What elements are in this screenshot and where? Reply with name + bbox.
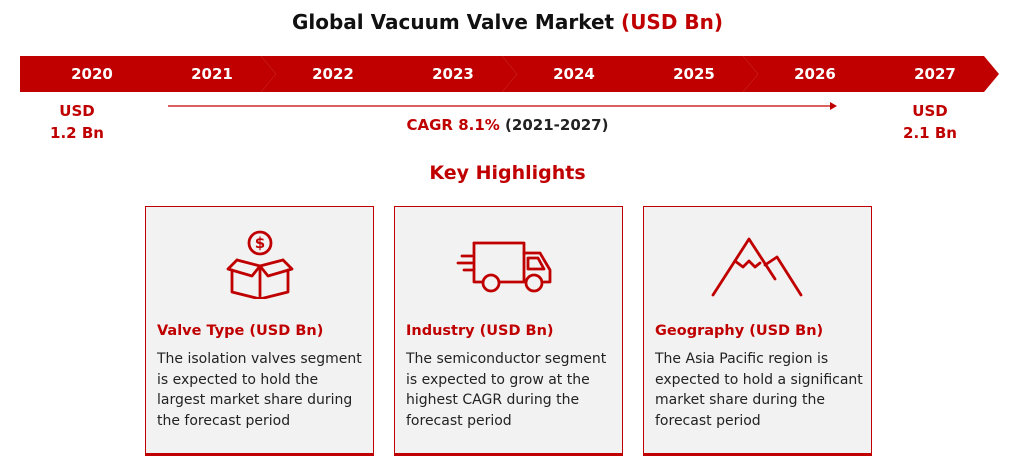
year-label: 2026 — [794, 65, 836, 83]
cagr-period: (2021-2027) — [505, 116, 609, 134]
cagr-text: CAGR 8.1% (2021-2027) — [0, 116, 1015, 134]
year-chevron: 2020 — [20, 56, 156, 92]
key-highlights-heading: Key Highlights — [429, 162, 586, 184]
mountains-icon — [644, 229, 871, 301]
year-label: 2020 — [71, 65, 113, 83]
delivery-truck-icon — [395, 229, 622, 301]
year-label: 2023 — [432, 65, 474, 83]
page-title: Global Vacuum Valve Market (USD Bn) — [0, 10, 1015, 34]
year-label: 2021 — [191, 65, 233, 83]
money-box-icon: $ — [146, 229, 373, 301]
start-value-line1: USD — [59, 102, 95, 120]
year-chevron: 2025 — [622, 56, 758, 92]
highlight-card-geography: Geography (USD Bn) The Asia Pacific regi… — [643, 206, 872, 456]
year-timeline: 2020 2021 2022 2023 2024 2025 2026 2027 — [20, 56, 1000, 92]
year-chevron: 2027 — [863, 56, 999, 92]
title-main: Global Vacuum Valve Market — [291, 10, 615, 34]
year-chevron: 2024 — [502, 56, 638, 92]
cagr-label: CAGR 8.1% — [406, 116, 500, 134]
year-label: 2024 — [553, 65, 595, 83]
highlight-card-valve-type: $ Valve Type (USD Bn) The isolation valv… — [145, 206, 374, 456]
card-title: Valve Type (USD Bn) — [157, 323, 324, 339]
year-chevron: 2022 — [261, 56, 397, 92]
card-title: Industry (USD Bn) — [406, 323, 554, 339]
year-chevron: 2021 — [140, 56, 276, 92]
highlight-card-industry: Industry (USD Bn) The semiconductor segm… — [394, 206, 623, 456]
card-description: The isolation valves segment is expected… — [157, 351, 362, 429]
card-description: The Asia Pacific region is expected to h… — [655, 351, 863, 429]
year-chevron: 2026 — [743, 56, 879, 92]
svg-text:$: $ — [254, 234, 264, 252]
end-value-line1: USD — [912, 102, 948, 120]
end-value: USD 2.1 Bn — [880, 100, 980, 144]
end-value-line2: 2.1 Bn — [903, 124, 957, 142]
year-label: 2027 — [914, 65, 956, 83]
card-description: The semiconductor segment is expected to… — [406, 351, 607, 429]
year-label: 2022 — [312, 65, 354, 83]
card-title: Geography (USD Bn) — [655, 323, 824, 339]
start-value-line2: 1.2 Bn — [50, 124, 104, 142]
title-unit: (USD Bn) — [621, 10, 724, 34]
year-chevron: 2023 — [381, 56, 517, 92]
growth-arrow — [168, 102, 837, 110]
year-label: 2025 — [673, 65, 715, 83]
start-value: USD 1.2 Bn — [27, 100, 127, 144]
